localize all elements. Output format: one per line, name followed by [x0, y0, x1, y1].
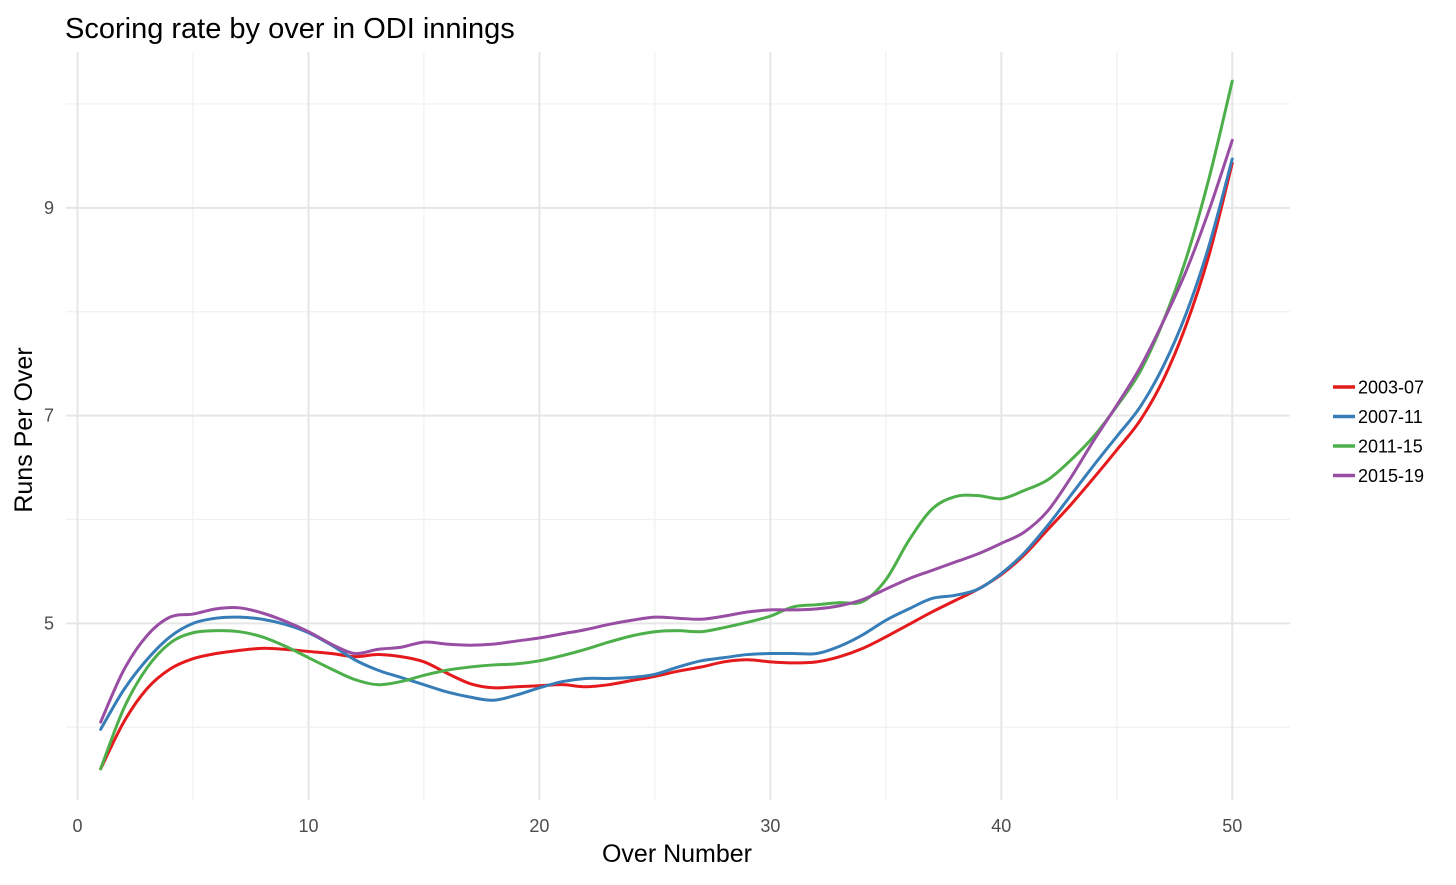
series-line-2011-15 — [99, 79, 1234, 771]
y-axis-ticks: 5 7 9 — [44, 198, 54, 634]
y-tick-label: 7 — [44, 406, 54, 426]
x-tick-label: 0 — [73, 816, 83, 836]
legend-label-2011-15: 2011-15 — [1358, 437, 1423, 457]
y-axis-title: Runs Per Over — [10, 347, 38, 512]
series-lines — [99, 79, 1234, 771]
series-line-2007-11 — [99, 157, 1234, 731]
x-axis-title: Over Number — [602, 840, 752, 868]
y-tick-label: 9 — [44, 198, 54, 218]
series-line-2003-07 — [99, 161, 1234, 771]
legend-label-2007-11: 2007-11 — [1358, 407, 1423, 427]
legend-label-2003-07: 2003-07 — [1358, 378, 1424, 398]
chart-title: Scoring rate by over in ODI innings — [65, 13, 515, 45]
x-tick-label: 50 — [1222, 816, 1242, 836]
y-tick-label: 5 — [44, 613, 54, 633]
x-axis-ticks: 0 10 20 30 40 50 — [73, 816, 1243, 836]
legend-label-2015-19: 2015-19 — [1358, 466, 1424, 486]
major-gridlines — [66, 52, 1290, 800]
series-line-2015-19 — [99, 138, 1234, 724]
minor-gridlines — [66, 52, 1290, 800]
x-tick-label: 20 — [529, 816, 549, 836]
x-tick-label: 10 — [298, 816, 318, 836]
x-tick-label: 40 — [991, 816, 1011, 836]
legend: 2003-07 2007-11 2011-15 2015-19 — [1333, 378, 1424, 486]
x-tick-label: 30 — [760, 816, 780, 836]
